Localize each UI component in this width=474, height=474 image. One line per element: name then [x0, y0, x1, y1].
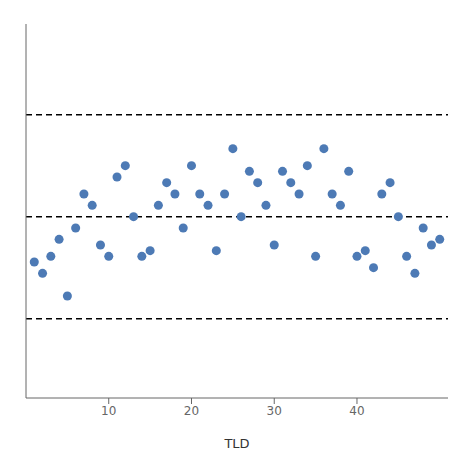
svg-text:30: 30: [267, 404, 282, 418]
svg-text:TLD: TLD: [223, 436, 249, 451]
svg-text:20: 20: [184, 404, 199, 418]
svg-text:10: 10: [101, 404, 116, 418]
svg-text:40: 40: [349, 404, 364, 418]
